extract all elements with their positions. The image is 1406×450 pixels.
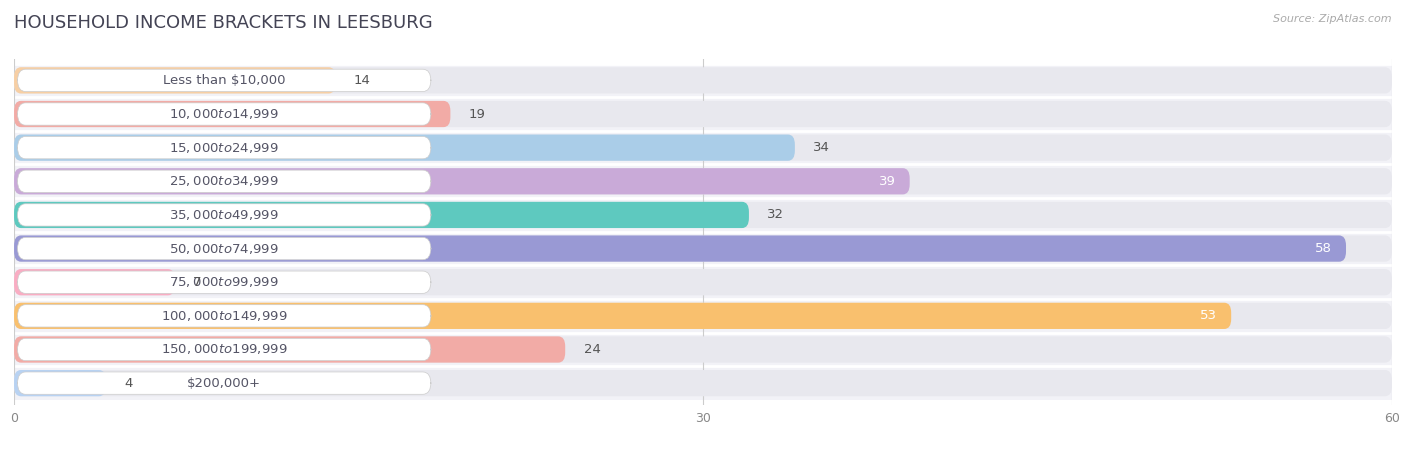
FancyBboxPatch shape [14,370,105,396]
FancyBboxPatch shape [17,271,430,293]
Text: $200,000+: $200,000+ [187,377,262,390]
Text: 19: 19 [468,108,485,121]
FancyBboxPatch shape [17,69,430,91]
FancyBboxPatch shape [14,336,565,363]
Text: 32: 32 [768,208,785,221]
Text: 24: 24 [583,343,600,356]
FancyBboxPatch shape [14,235,1392,262]
FancyBboxPatch shape [17,305,430,327]
FancyBboxPatch shape [14,135,1392,161]
Text: 4: 4 [124,377,132,390]
Text: Less than $10,000: Less than $10,000 [163,74,285,87]
FancyBboxPatch shape [14,303,1232,329]
Text: $50,000 to $74,999: $50,000 to $74,999 [169,242,278,256]
FancyBboxPatch shape [0,232,1406,266]
Text: 34: 34 [813,141,830,154]
FancyBboxPatch shape [14,202,1392,228]
FancyBboxPatch shape [0,366,1406,400]
FancyBboxPatch shape [14,67,336,94]
Text: 58: 58 [1316,242,1333,255]
FancyBboxPatch shape [14,235,1346,262]
FancyBboxPatch shape [17,338,430,360]
FancyBboxPatch shape [14,303,1392,329]
FancyBboxPatch shape [14,269,1392,295]
FancyBboxPatch shape [14,101,450,127]
Text: $15,000 to $24,999: $15,000 to $24,999 [169,141,278,155]
Text: $25,000 to $34,999: $25,000 to $34,999 [169,174,278,188]
Text: 39: 39 [879,175,896,188]
FancyBboxPatch shape [17,372,430,394]
FancyBboxPatch shape [17,204,430,226]
FancyBboxPatch shape [0,63,1406,97]
FancyBboxPatch shape [17,170,430,193]
FancyBboxPatch shape [14,101,1392,127]
Text: 7: 7 [193,276,201,289]
FancyBboxPatch shape [14,168,910,194]
FancyBboxPatch shape [14,269,174,295]
FancyBboxPatch shape [17,103,430,125]
Text: $35,000 to $49,999: $35,000 to $49,999 [169,208,278,222]
Text: HOUSEHOLD INCOME BRACKETS IN LEESBURG: HOUSEHOLD INCOME BRACKETS IN LEESBURG [14,14,433,32]
Text: $10,000 to $14,999: $10,000 to $14,999 [169,107,278,121]
FancyBboxPatch shape [17,136,430,159]
FancyBboxPatch shape [0,164,1406,198]
FancyBboxPatch shape [0,198,1406,232]
Text: 53: 53 [1201,309,1218,322]
FancyBboxPatch shape [14,202,749,228]
FancyBboxPatch shape [14,168,1392,194]
Text: $150,000 to $199,999: $150,000 to $199,999 [160,342,287,356]
FancyBboxPatch shape [14,336,1392,363]
Text: 14: 14 [354,74,371,87]
FancyBboxPatch shape [17,238,430,260]
FancyBboxPatch shape [0,97,1406,131]
FancyBboxPatch shape [0,333,1406,366]
FancyBboxPatch shape [14,67,1392,94]
FancyBboxPatch shape [0,266,1406,299]
Text: $75,000 to $99,999: $75,000 to $99,999 [169,275,278,289]
FancyBboxPatch shape [0,299,1406,333]
Text: $100,000 to $149,999: $100,000 to $149,999 [160,309,287,323]
FancyBboxPatch shape [14,370,1392,396]
FancyBboxPatch shape [14,135,794,161]
Text: Source: ZipAtlas.com: Source: ZipAtlas.com [1274,14,1392,23]
FancyBboxPatch shape [0,131,1406,164]
